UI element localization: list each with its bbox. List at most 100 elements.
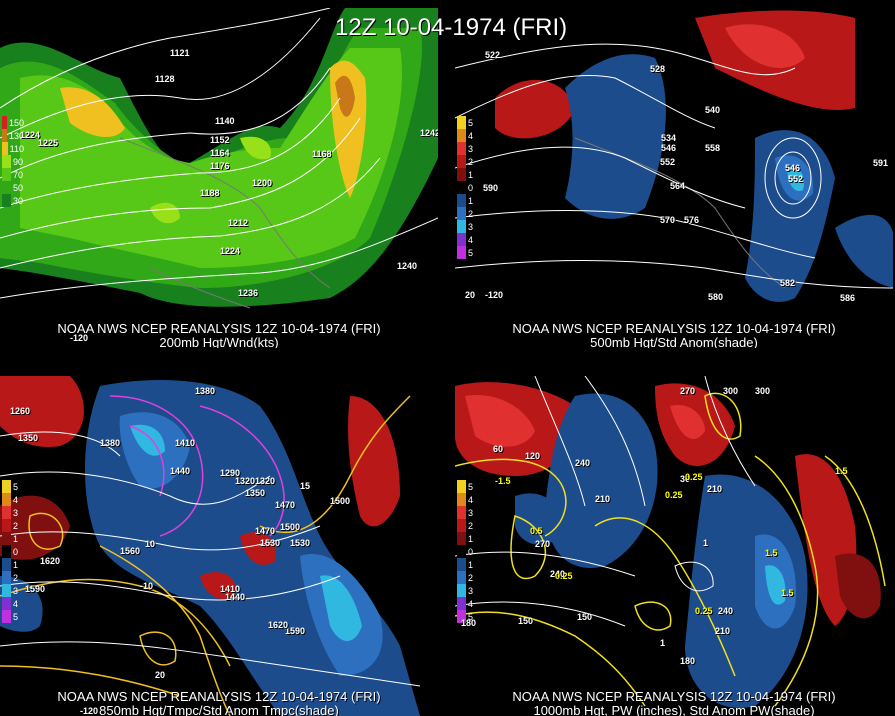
legend-label: 0 (13, 546, 19, 557)
legend-label: 4 (468, 494, 474, 505)
contour-label: 534 (661, 133, 677, 143)
legend-swatch (457, 246, 466, 259)
legend-row: 5 (457, 480, 479, 493)
panel-1000mb-caption-1: NOAA NWS NCEP REANALYSIS 12Z 10-04-1974 … (512, 689, 836, 704)
contour-label: 1 (703, 538, 709, 548)
contour-label: 590 (483, 183, 499, 193)
legend-1000mb: 5 4 3 2 1 0 1 2 3 4 5 (457, 480, 479, 623)
legend-label: 1 (468, 169, 474, 180)
legend-swatch (457, 155, 466, 168)
legend-label: 3 (13, 507, 19, 518)
legend-row: 2 (2, 519, 24, 532)
legend-swatch (2, 493, 11, 506)
legend-label: 4 (468, 598, 474, 609)
legend-row: 4 (457, 233, 479, 246)
panel-500mb-caption-2: 500mb Hgt/Std Anom(shade) (590, 335, 758, 349)
legend-row: 3 (457, 220, 479, 233)
legend-row: 5 (2, 480, 24, 493)
contour-label: 120 (525, 451, 541, 461)
contour-label: 10 (145, 539, 156, 549)
contour-label: 1320 (255, 476, 276, 486)
legend-swatch (457, 545, 466, 558)
legend-row: 4 (457, 493, 479, 506)
legend-label: 1 (13, 559, 19, 570)
legend-label: 3 (468, 221, 474, 232)
legend-label: 50 (13, 182, 24, 193)
contour-label: 540 (705, 105, 721, 115)
legend-swatch (457, 233, 466, 246)
legend-row: 1 (457, 168, 479, 181)
contour-label: 591 (873, 158, 889, 168)
contour-label: 552 (660, 157, 676, 167)
contour-label: 1410 (175, 438, 196, 448)
legend-swatch (457, 493, 466, 506)
contour-label: 210 (715, 626, 731, 636)
contour-label: 1236 (238, 288, 259, 298)
legend-row: 5 (457, 610, 479, 623)
contour-label: 1380 (100, 438, 121, 448)
legend-swatch (2, 129, 7, 142)
legend-swatch (2, 584, 11, 597)
legend-label: 5 (468, 247, 474, 258)
legend-row: 2 (457, 519, 479, 532)
contour-label: -120 (485, 290, 504, 300)
contour-label: 1440 (170, 466, 191, 476)
contour-label: 1121 (170, 48, 190, 58)
legend-swatch (457, 558, 466, 571)
legend-row: 3 (457, 584, 479, 597)
legend-swatch (2, 168, 11, 181)
legend-label: 0 (468, 182, 474, 193)
legend-label: 1 (13, 533, 19, 544)
contour-label: 210 (707, 484, 723, 494)
contour-label: 240 (550, 569, 566, 579)
legend-swatch (457, 194, 466, 207)
legend-swatch (457, 220, 466, 233)
contour-label: 0.25 (695, 606, 713, 616)
contour-label: 210 (595, 494, 611, 504)
contour-label: 0.25 (665, 490, 683, 500)
legend-row: 3 (2, 506, 24, 519)
legend-swatch (2, 571, 11, 584)
legend-label: 1 (468, 533, 474, 544)
contour-label: 1 (660, 638, 666, 648)
contour-label: 300 (755, 386, 771, 396)
legend-row: 4 (2, 597, 24, 610)
legend-label: 4 (468, 130, 474, 141)
contour-label: 1290 (220, 468, 241, 478)
contour-label: 582 (780, 278, 796, 288)
map-200mb (0, 8, 438, 348)
contour-label: 1240 (397, 261, 418, 271)
contour-label: 180 (680, 656, 696, 666)
legend-label: 2 (468, 572, 474, 583)
contour-label: 580 (708, 292, 724, 302)
legend-swatch (457, 506, 466, 519)
legend-row: 2 (2, 571, 24, 584)
panel-1000mb-caption-2: 1000mb Hgt, PW (inches), Std Anom PW(sha… (533, 703, 815, 716)
legend-row: 3 (457, 142, 479, 155)
legend-swatch (457, 168, 466, 181)
legend-label: 90 (13, 156, 24, 167)
legend-swatch (2, 155, 11, 168)
contour-label: 20 (155, 670, 166, 680)
legend-swatch (2, 142, 8, 155)
legend-row: 2 (457, 207, 479, 220)
contour-label: 576 (684, 215, 700, 225)
contour-label: 1350 (18, 433, 39, 443)
contour-label: 270 (535, 539, 551, 549)
legend-swatch (2, 545, 11, 558)
contour-label: 1620 (40, 556, 61, 566)
legend-label: 150 (8, 117, 24, 128)
contour-label: 240 (575, 458, 591, 468)
contour-label: 1590 (285, 626, 306, 636)
legend-swatch (457, 116, 466, 129)
contour-label: 1590 (25, 584, 46, 594)
contour-label: 564 (670, 181, 686, 191)
contour-label: 1224 (20, 130, 41, 140)
contour-label: 1560 (120, 546, 141, 556)
legend-swatch (457, 597, 466, 610)
contour-label: 0.5 (530, 526, 543, 536)
contour-label: 270 (680, 386, 696, 396)
panel-200mb-caption-1: NOAA NWS NCEP REANALYSIS 12Z 10-04-1974 … (57, 321, 381, 336)
legend-label: 1 (468, 195, 474, 206)
